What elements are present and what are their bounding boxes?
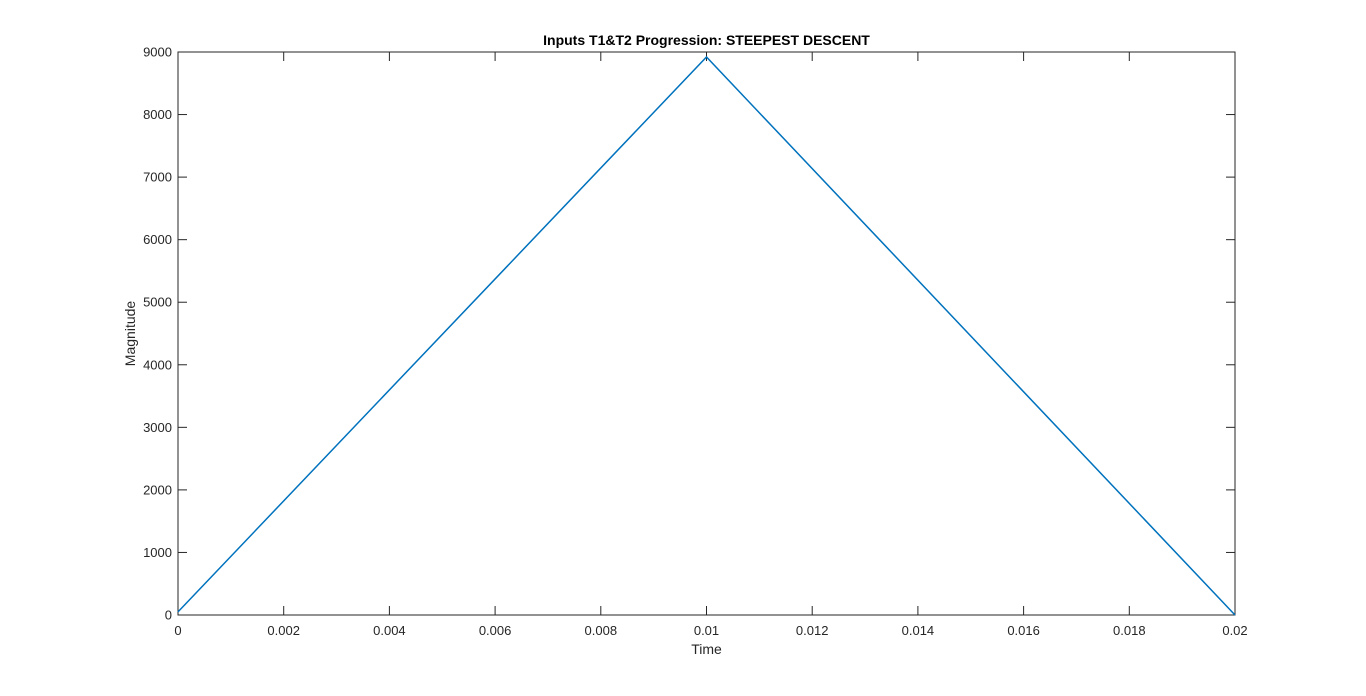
y-tick-label: 9000 [143,45,172,60]
x-tick-label: 0.018 [1113,623,1146,638]
y-tick-label: 2000 [143,482,172,497]
y-tick-label: 4000 [143,357,172,372]
x-tick-label: 0.014 [902,623,935,638]
x-tick-label: 0.002 [267,623,300,638]
y-tick-label: 5000 [143,295,172,310]
y-tick-label: 0 [165,608,172,623]
x-tick-label: 0.01 [694,623,719,638]
y-tick-label: 6000 [143,232,172,247]
series-line-1 [177,55,1236,616]
y-tick-label: 8000 [143,107,172,122]
y-axis-label: Magnitude [122,301,138,367]
x-tick-label: 0.008 [585,623,618,638]
x-tick-label: 0.016 [1007,623,1040,638]
x-tick-label: 0.012 [796,623,829,638]
y-tick-label: 1000 [143,545,172,560]
x-tick-label: 0.02 [1222,623,1247,638]
y-tick-label: 3000 [143,420,172,435]
axes: 0 0.002 0.004 0.006 0.008 0.01 0.012 0.014 0.016… [143,45,1248,639]
plot-box [177,51,1236,616]
y-tick-label: 7000 [143,170,172,185]
x-tick-label: 0.004 [373,623,406,638]
x-tick-label: 0.006 [479,623,512,638]
chart-title: Inputs T1&T2 Progression: STEEPEST DESCE… [543,32,870,48]
x-axis-label: Time [691,641,722,657]
series-layer [177,55,1236,616]
x-tick-label: 0 [174,623,181,638]
